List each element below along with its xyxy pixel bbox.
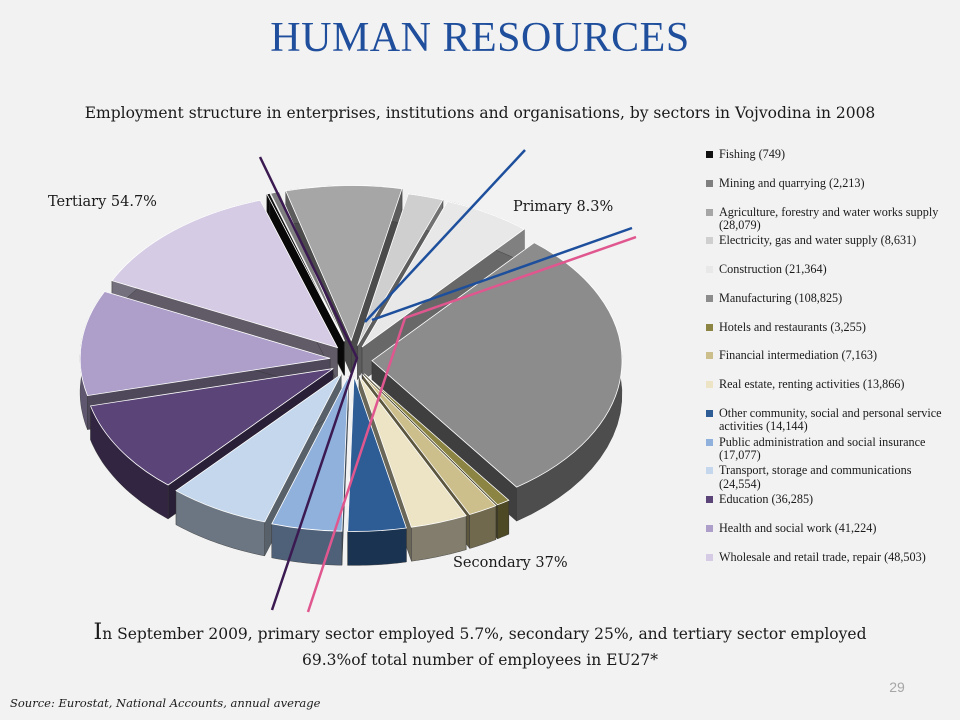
footnote-line-1: n September 2009, primary sector employe…: [102, 625, 867, 643]
legend-swatch: [706, 237, 713, 245]
legend-label: Construction (21,364): [719, 263, 827, 276]
legend-entry: Health and social work (41,224): [706, 522, 951, 551]
legend-label: Hotels and restaurants (3,255): [719, 320, 866, 334]
legend-entry: Hotels and restaurants (3,255): [706, 321, 951, 350]
chart-legend: Fishing (749) Mining and quarrying (2,213…: [706, 148, 951, 579]
legend-swatch: [706, 179, 713, 187]
legend-label: Financial intermediation (7,163): [719, 349, 878, 363]
tertiary-divider-line: [258, 156, 359, 611]
legend-swatch: [706, 266, 713, 273]
legend-entry: Agriculture, forestry and water works su…: [706, 206, 951, 235]
legend-entry: Manufacturing (108,825): [706, 292, 951, 321]
legend-label: Agriculture, forestry and water works su…: [719, 205, 939, 232]
legend-entry: Electricity, gas and water supply (8,631…: [706, 234, 951, 263]
footnote-initial: I: [93, 620, 103, 645]
legend-swatch: [706, 323, 713, 331]
legend-swatch: [706, 208, 713, 216]
footnote-line-2: 69.3%of total number of employees in EU2…: [301, 651, 659, 669]
slide-title: HUMAN RESOURCES: [270, 15, 690, 61]
legend-swatch: [706, 438, 713, 446]
legend-label: Mining and quarrying (2,213): [719, 176, 865, 190]
legend-swatch: [706, 467, 713, 475]
legend-swatch: [706, 409, 713, 417]
primary-divider-line-lower: [371, 226, 633, 322]
legend-entry: Education (36,285): [706, 493, 951, 522]
legend-swatch: [706, 553, 713, 561]
legend-label: Health and social work (41,224): [719, 521, 877, 535]
sector-label: Secondary 37%: [453, 555, 568, 571]
legend-entry: Financial intermediation (7,163): [706, 349, 951, 378]
legend-entry: Public administration and social insuran…: [706, 436, 951, 465]
legend-swatch: [706, 496, 713, 503]
legend-label: Wholesale and retail trade, repair (48,5…: [719, 550, 926, 564]
legend-swatch: [706, 151, 713, 158]
legend-label: Electricity, gas and water supply (8,631…: [719, 234, 917, 248]
legend-entry: Mining and quarrying (2,213): [706, 177, 951, 206]
legend-entry: Construction (21,364): [706, 263, 951, 292]
footnote: In September 2009, primary sector employ…: [0, 620, 960, 673]
legend-label: Manufacturing (108,825): [719, 291, 843, 305]
source-note: Source: Eurostat, National Accounts, ann…: [10, 696, 321, 710]
chart-subtitle: Employment structure in enterprises, ins…: [84, 104, 876, 122]
secondary-divider-line: [306, 235, 637, 613]
sector-label: Primary 8.3%: [513, 199, 613, 215]
legend-label: Other community, social and personal ser…: [719, 406, 942, 434]
legend-swatch: [706, 381, 713, 388]
pie-slice: [347, 376, 407, 566]
primary-divider-line-upper: [364, 149, 526, 323]
page-number: 29: [889, 679, 905, 695]
legend-swatch: [706, 524, 713, 532]
legend-label: Education (36,285): [719, 493, 814, 506]
legend-label: Public administration and social insuran…: [719, 435, 926, 462]
legend-label: Real estate, renting activities (13,866): [719, 378, 905, 391]
pie-chart: Primary 8.3% Secondary 37% Tertiary 54.7%: [48, 149, 637, 613]
sector-label: Tertiary 54.7%: [48, 194, 157, 210]
legend-entry: Transport, storage and communications (2…: [706, 464, 951, 493]
legend-entry: Fishing (749): [706, 148, 951, 177]
legend-label: Transport, storage and communications (2…: [719, 464, 912, 491]
legend-entry: Wholesale and retail trade, repair (48,5…: [706, 551, 951, 580]
pie-slice: [271, 376, 349, 566]
legend-swatch: [706, 352, 713, 360]
legend-entry: Other community, social and personal ser…: [706, 407, 951, 436]
legend-label: Fishing (749): [719, 148, 786, 161]
legend-entry: Real estate, renting activities (13,866): [706, 378, 951, 407]
legend-swatch: [706, 294, 713, 302]
